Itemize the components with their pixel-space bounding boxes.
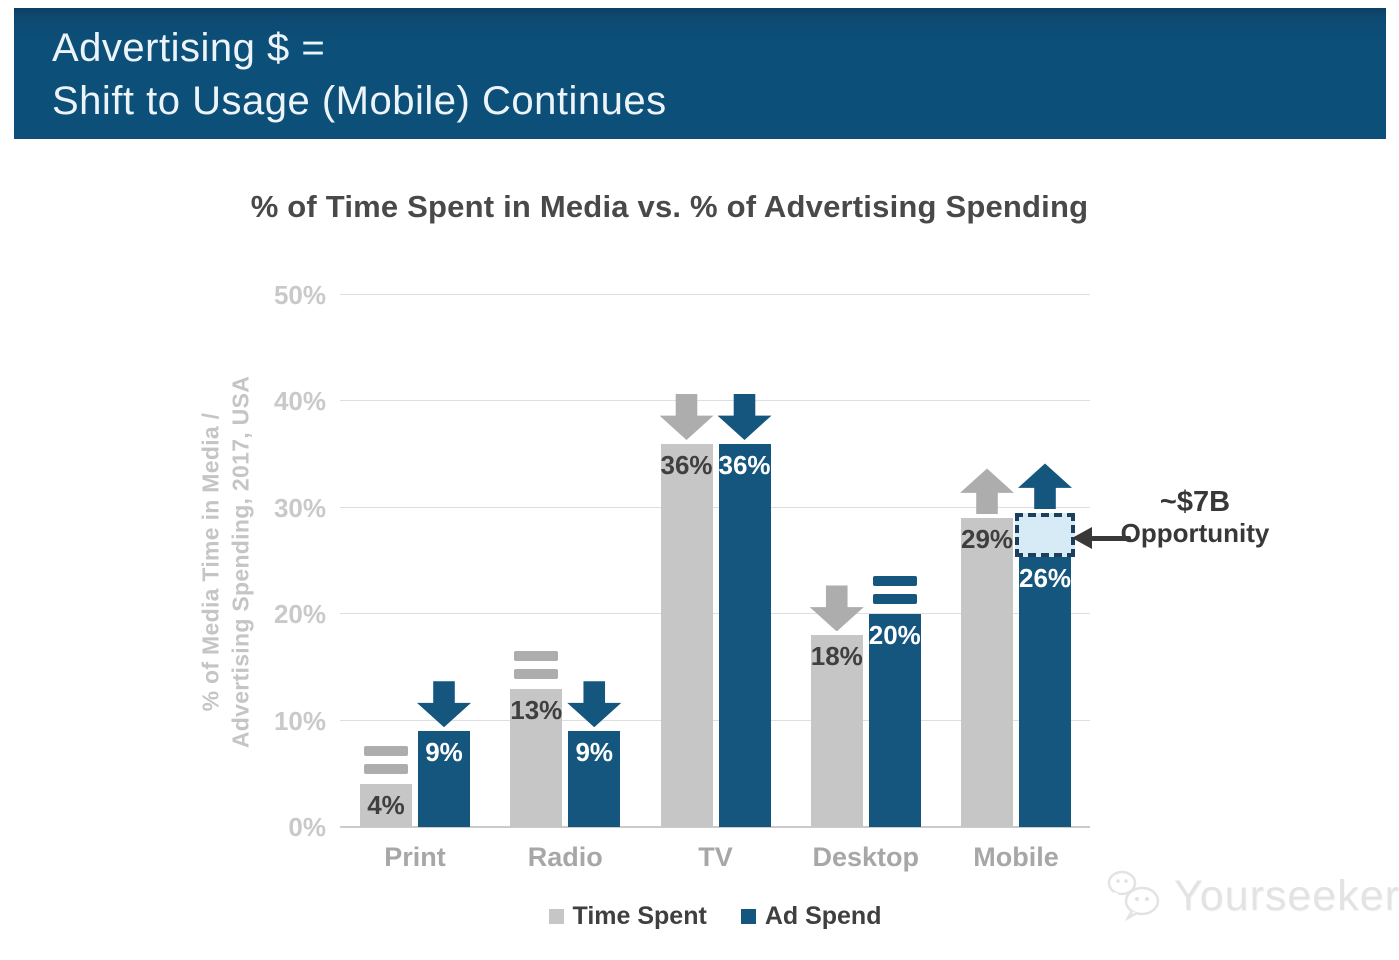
- bar-value-mobile-time-spent: 29%: [961, 524, 1014, 555]
- header-line-2: Shift to Usage (Mobile) Continues: [52, 79, 667, 123]
- bar-desktop-time-spent: [810, 635, 863, 827]
- indicator-equal-radio-time-spent: [514, 650, 559, 679]
- indicator-equal-print-time-spent: [364, 746, 408, 775]
- bar-mobile-ad-spend: [1019, 550, 1071, 827]
- bar-value-print-time-spent: 4%: [367, 790, 405, 821]
- chat-bubbles-logo-icon: [1107, 870, 1160, 922]
- bar-print-ad-spend: [418, 731, 470, 827]
- gridline-50%: [340, 294, 1090, 295]
- equal-bar-icon: [872, 594, 917, 605]
- gridline-20%: [340, 613, 1090, 615]
- opportunity-label: Opportunity: [1120, 518, 1270, 548]
- ad-spend-swatch-icon: [740, 909, 756, 924]
- bar-value-tv-time-spent: 36%: [660, 449, 713, 480]
- indicator-down-arrow-desktop-time-spent: [809, 585, 864, 632]
- gridline-40%: [340, 400, 1090, 402]
- x-label-print: Print: [384, 842, 446, 872]
- y-tick-label-30%: 30%: [273, 492, 326, 523]
- bar-value-print-ad-spend: 9%: [425, 737, 463, 768]
- bar-value-tv-ad-spend: 36%: [718, 449, 771, 480]
- equal-bar-icon: [514, 650, 559, 661]
- gridline-10%: [340, 719, 1090, 721]
- indicator-equal-desktop-ad-spend: [872, 576, 917, 605]
- gridline-0%: [340, 826, 1090, 828]
- legend-item-ad-spend: Ad Spend: [740, 902, 882, 931]
- legend-item-time-spent: Time Spent: [548, 902, 707, 931]
- y-tick-label-40%: 40%: [273, 386, 326, 417]
- x-label-mobile: Mobile: [973, 842, 1059, 872]
- equal-bar-icon: [364, 764, 408, 775]
- y-tick-label-20%: 20%: [273, 599, 326, 630]
- time-spent-swatch-icon: [548, 909, 564, 924]
- annotation-arrow-line: [1091, 536, 1131, 541]
- annotation-arrow-head-icon: [1072, 527, 1092, 549]
- indicator-up-arrow-mobile-ad-spend: [1018, 463, 1072, 510]
- opportunity-amount: ~$7B: [1159, 486, 1231, 518]
- legend-label-time-spent: Time Spent: [572, 902, 707, 930]
- bar-print-time-spent: [360, 784, 412, 827]
- legend: Time Spent Ad Spend: [340, 902, 1090, 931]
- watermark: Yourseeker: [1104, 864, 1399, 928]
- y-tick-label-10%: 10%: [273, 705, 326, 736]
- bar-value-radio-ad-spend: 9%: [575, 737, 614, 768]
- slide-header: Advertising $ = Shift to Usage (Mobile) …: [14, 8, 1386, 139]
- bar-desktop-ad-spend: [868, 614, 921, 827]
- bar-radio-time-spent: [510, 688, 563, 827]
- bar-value-radio-time-spent: 13%: [510, 694, 563, 725]
- equal-bar-icon: [872, 576, 917, 587]
- y-axis-title-line-2: Advertising Spending, 2017, USA: [227, 375, 254, 749]
- y-tick-label-50%: 50%: [273, 280, 326, 310]
- bar-mobile-time-spent: [961, 518, 1013, 827]
- x-label-desktop: Desktop: [812, 842, 920, 872]
- equal-bar-icon: [364, 746, 408, 757]
- gridline-30%: [340, 506, 1090, 508]
- x-label-tv: TV: [698, 842, 733, 872]
- bar-radio-ad-spend: [568, 731, 621, 827]
- y-axis-title-line-1: % of Media Time in Media /: [197, 412, 224, 712]
- opportunity-annotation: ~$7B Opportunity: [1116, 486, 1274, 548]
- legend-label-ad-spend: Ad Spend: [764, 902, 882, 930]
- bar-value-desktop-time-spent: 18%: [810, 641, 863, 672]
- y-tick-label-0%: 0%: [288, 812, 326, 842]
- x-label-radio: Radio: [527, 842, 603, 872]
- chart-title: % of Time Spent in Media vs. % of Advert…: [250, 189, 1089, 224]
- header-line-1: Advertising $ =: [52, 26, 326, 70]
- bar-tv-ad-spend: [718, 443, 771, 827]
- bar-value-mobile-ad-spend: 26%: [1019, 563, 1072, 594]
- bar-value-desktop-ad-spend: 20%: [868, 620, 921, 651]
- y-axis-title: % of Media Time in Media / Advertising S…: [196, 280, 258, 845]
- bar-tv-time-spent: [660, 443, 713, 827]
- equal-bar-icon: [514, 668, 559, 679]
- opportunity-box: [1015, 513, 1075, 558]
- watermark-text: Yourseeker: [1174, 871, 1399, 920]
